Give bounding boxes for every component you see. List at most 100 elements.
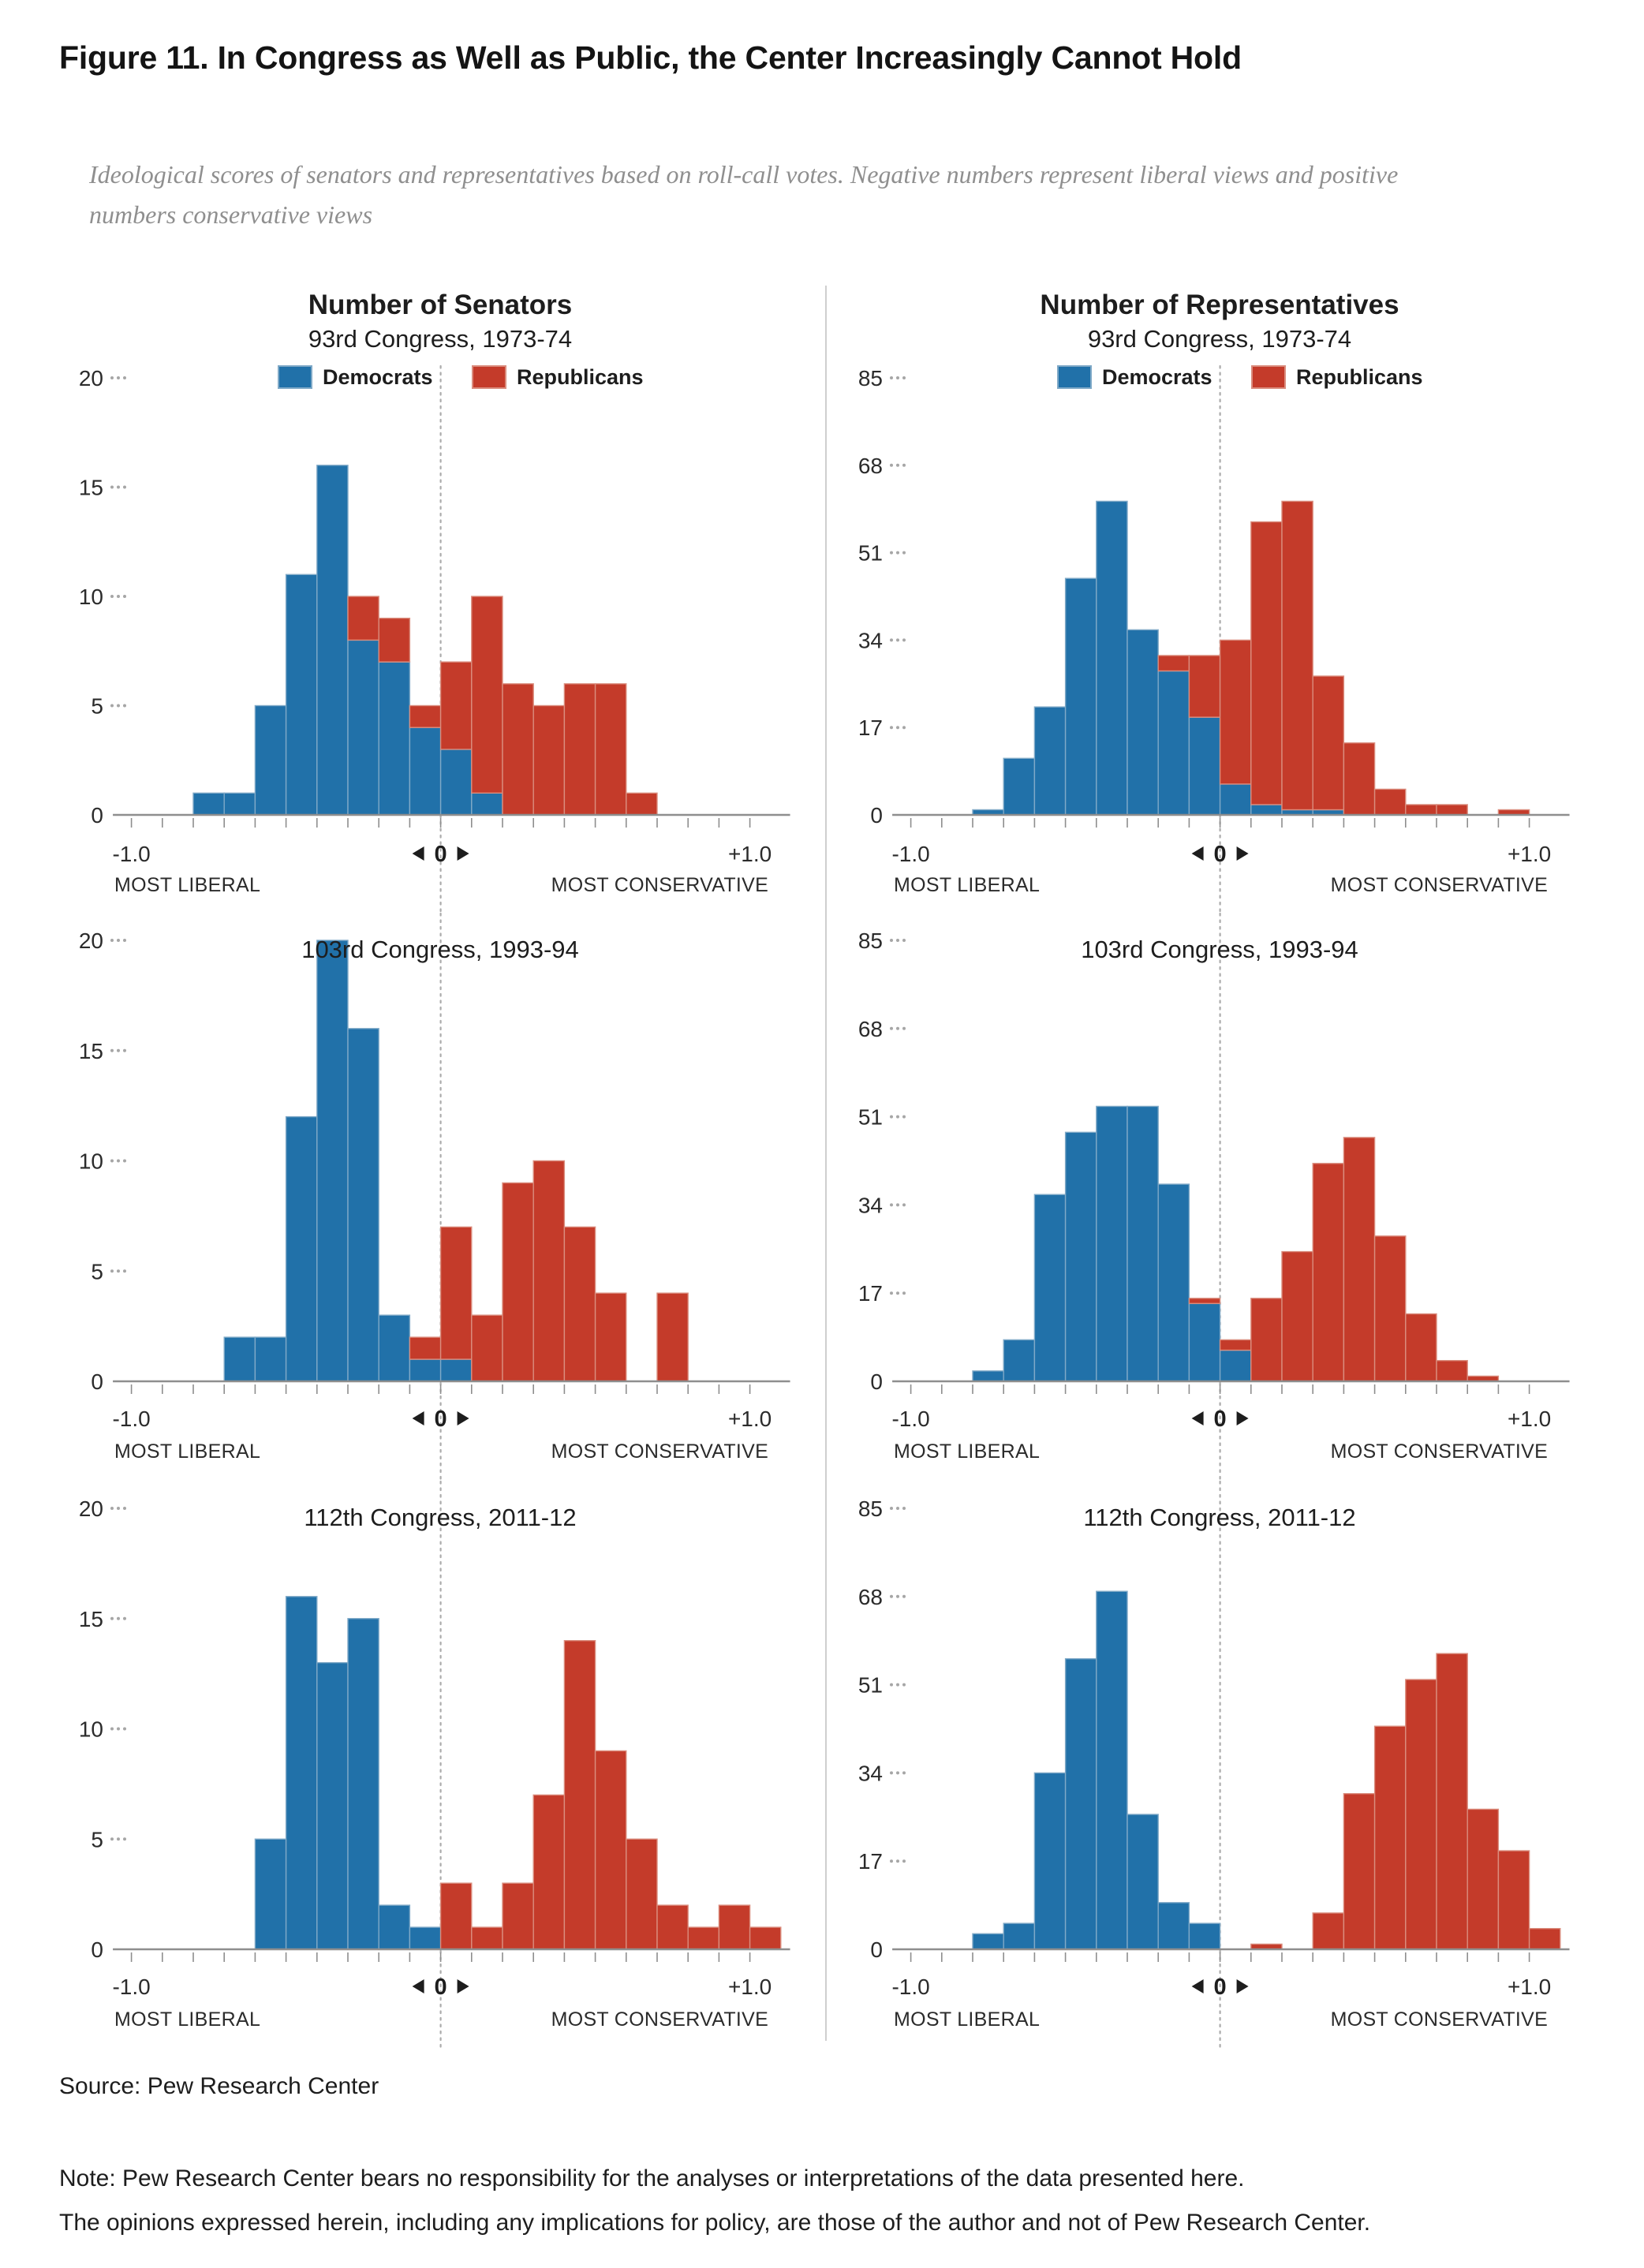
y-axis-label: 17 bbox=[858, 1849, 883, 1874]
bar-republicans bbox=[409, 1336, 442, 1360]
bar-republicans bbox=[1219, 1339, 1252, 1351]
y-axis-label: 10 bbox=[79, 1717, 103, 1742]
y-gridline-dots bbox=[896, 1115, 899, 1119]
legend-republicans-label: Republicans bbox=[517, 365, 644, 389]
bar-democrats bbox=[972, 1933, 1004, 1950]
y-gridline-dots bbox=[896, 376, 899, 379]
y-axis-label: 85 bbox=[858, 366, 883, 390]
column-divider bbox=[825, 286, 827, 2041]
note-line-1: Note: Pew Research Center bears no respo… bbox=[59, 2165, 1245, 2191]
y-axis-label: 15 bbox=[79, 1607, 103, 1631]
bar-democrats bbox=[1096, 500, 1128, 816]
y-gridline-dots bbox=[123, 1269, 126, 1273]
bar-republicans bbox=[1467, 1808, 1500, 1950]
y-gridline-dots bbox=[123, 1616, 126, 1620]
x-axis-max-label: +1.0 bbox=[1508, 1407, 1551, 1431]
x-axis-min-label: -1.0 bbox=[112, 842, 150, 866]
bar-republicans bbox=[563, 683, 596, 816]
y-gridline-dots bbox=[117, 1159, 120, 1163]
bar-republicans bbox=[1497, 1850, 1530, 1950]
zero-right-arrow-icon bbox=[1236, 846, 1249, 861]
bar-democrats bbox=[1250, 804, 1283, 816]
y-gridline-dots bbox=[890, 1683, 893, 1687]
chart-congress-label: 103rd Congress, 1993-94 bbox=[1081, 936, 1358, 963]
bar-democrats bbox=[347, 639, 379, 816]
bar-republicans bbox=[626, 792, 658, 816]
y-gridline-dots bbox=[123, 704, 126, 708]
y-axis-label: 20 bbox=[79, 366, 103, 390]
y-gridline-dots bbox=[117, 1616, 120, 1620]
y-gridline-dots bbox=[890, 638, 893, 642]
bar-democrats bbox=[1127, 629, 1159, 816]
chart-congress-label: 93rd Congress, 1973-74 bbox=[1088, 325, 1351, 353]
bar-republicans bbox=[1373, 1235, 1407, 1382]
bar-republicans bbox=[347, 596, 379, 641]
x-axis-zero-label: 0 bbox=[1214, 842, 1227, 867]
y-gridline-dots bbox=[123, 595, 126, 598]
bar-republicans bbox=[471, 1926, 503, 1950]
bar-republicans bbox=[1373, 1725, 1407, 1950]
bar-democrats bbox=[285, 1596, 318, 1950]
chart-senators-93rd-congress: 0 5 10 15 20 -1.0 +1.0 0 MOST LIBERAL MOST CONSER… bbox=[79, 290, 790, 915]
bar-democrats bbox=[439, 749, 473, 816]
y-gridline-dots bbox=[890, 1026, 893, 1030]
most-liberal-label: MOST LIBERAL bbox=[114, 874, 260, 896]
bar-democrats bbox=[223, 1336, 256, 1382]
zero-left-arrow-icon bbox=[1191, 1411, 1204, 1425]
figure-subtitle: Ideological scores of senators and repre… bbox=[89, 160, 1399, 229]
y-gridline-dots bbox=[902, 551, 906, 555]
most-conservative-label: MOST CONSERVATIVE bbox=[551, 874, 769, 896]
most-conservative-label: MOST CONSERVATIVE bbox=[551, 2008, 769, 2031]
bar-democrats bbox=[378, 661, 411, 816]
bar-democrats bbox=[1219, 1349, 1252, 1382]
y-gridline-dots bbox=[890, 551, 893, 555]
legend-republicans-label: Republicans bbox=[1296, 365, 1423, 389]
bar-republicans bbox=[594, 683, 627, 816]
bar-democrats bbox=[192, 792, 225, 816]
y-axis-label: 5 bbox=[91, 1827, 103, 1851]
y-gridline-dots bbox=[890, 463, 893, 467]
y-gridline-dots bbox=[110, 1269, 114, 1273]
bar-democrats bbox=[254, 1838, 287, 1950]
bar-republicans bbox=[656, 1292, 689, 1382]
x-axis-zero-label: 0 bbox=[435, 1975, 447, 2000]
bar-republicans bbox=[1157, 655, 1190, 672]
bar-republicans bbox=[439, 1882, 473, 1950]
most-conservative-label: MOST CONSERVATIVE bbox=[551, 1440, 769, 1463]
y-gridline-dots bbox=[896, 1026, 899, 1030]
bar-republicans bbox=[1343, 742, 1376, 816]
y-axis-label: 0 bbox=[870, 803, 883, 828]
bar-republicans bbox=[378, 618, 411, 663]
y-gridline-dots bbox=[123, 939, 126, 942]
zero-left-arrow-icon bbox=[412, 1411, 424, 1425]
y-gridline-dots bbox=[902, 1859, 906, 1863]
y-gridline-dots bbox=[896, 1859, 899, 1863]
y-gridline-dots bbox=[902, 726, 906, 730]
x-axis-max-label: +1.0 bbox=[1508, 1975, 1551, 1999]
bar-republicans bbox=[532, 1794, 566, 1950]
y-gridline-dots bbox=[890, 939, 893, 942]
most-conservative-label: MOST CONSERVATIVE bbox=[1331, 2008, 1549, 2031]
bar-democrats bbox=[1033, 1772, 1067, 1950]
y-gridline-dots bbox=[896, 638, 899, 642]
chart-title: Number of Representatives bbox=[1040, 290, 1399, 320]
bar-democrats bbox=[223, 792, 256, 816]
zero-right-arrow-icon bbox=[457, 846, 469, 861]
bar-republicans bbox=[594, 1750, 627, 1950]
bar-democrats bbox=[254, 704, 287, 816]
y-gridline-dots bbox=[110, 1837, 114, 1841]
bar-republicans bbox=[1312, 675, 1345, 811]
y-gridline-dots bbox=[890, 1115, 893, 1119]
y-axis-label: 0 bbox=[870, 1369, 883, 1394]
x-axis-max-label: +1.0 bbox=[728, 1975, 772, 1999]
x-axis-min-label: -1.0 bbox=[891, 1407, 929, 1431]
y-axis-label: 34 bbox=[858, 1761, 883, 1785]
legend-republicans-swatch bbox=[472, 365, 506, 389]
y-gridline-dots bbox=[896, 726, 899, 730]
y-gridline-dots bbox=[890, 1594, 893, 1598]
y-gridline-dots bbox=[123, 1159, 126, 1163]
bar-democrats bbox=[409, 727, 442, 816]
y-axis-label: 0 bbox=[91, 1937, 103, 1962]
bar-democrats bbox=[1064, 577, 1097, 816]
bar-republicans bbox=[1188, 1298, 1221, 1305]
